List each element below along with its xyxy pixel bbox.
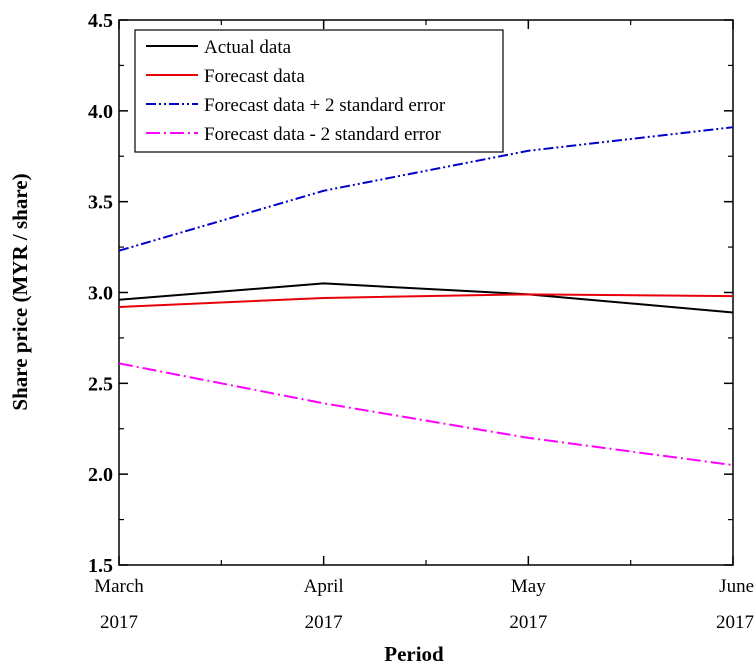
- series-line-3: [118, 126, 734, 252]
- y-tick-label: 4.5: [88, 10, 113, 32]
- legend: Actual data Forecast data Forecast data + …: [134, 29, 504, 153]
- x-tick-label-month: May: [511, 576, 546, 597]
- y-tick-label: 4.0: [88, 101, 113, 123]
- legend-box: [134, 29, 504, 153]
- x-tick-label-year: 2017: [509, 612, 547, 633]
- y-axis: 1.5 2.0 2.5 3.0 3.5 4.0 4.5: [88, 10, 733, 577]
- legend-label: Forecast data + 2 standard error: [204, 95, 446, 116]
- x-tick-label-month: April: [304, 576, 344, 597]
- x-tick-label-year: 2017: [716, 612, 754, 633]
- series-layer: [118, 126, 734, 467]
- x-tick-label-month: June: [719, 576, 754, 597]
- x-tick-label-year: 2017: [100, 612, 138, 633]
- x-tick-label-year: 2017: [305, 612, 343, 633]
- series-line-1: [118, 282, 734, 314]
- legend-label: Forecast data - 2 standard error: [204, 124, 442, 145]
- legend-label: Forecast data: [204, 66, 305, 87]
- y-tick-label: 2.0: [88, 464, 113, 486]
- x-axis: March 2017 April 2017 May 2017 June 2017: [94, 20, 754, 633]
- y-tick-label: 1.5: [88, 555, 113, 577]
- y-tick-label: 2.5: [88, 373, 113, 395]
- legend-label: Actual data: [204, 37, 292, 58]
- x-axis-title: Period: [384, 642, 444, 666]
- y-tick-label: 3.5: [88, 192, 113, 214]
- y-axis-title: Share price (MYR / share): [8, 173, 32, 410]
- y-tick-label: 3.0: [88, 283, 113, 305]
- x-tick-label-month: March: [94, 576, 144, 597]
- series-line-2: [118, 293, 734, 309]
- series-line-4: [118, 362, 734, 467]
